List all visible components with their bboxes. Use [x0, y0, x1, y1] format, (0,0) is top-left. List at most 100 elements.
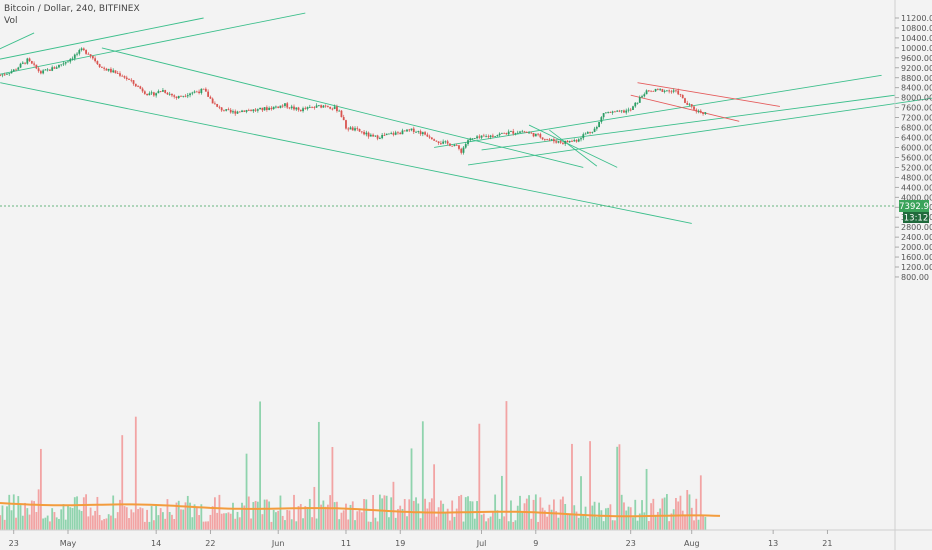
- trendline-green[interactable]: [0, 32, 35, 80]
- candle-body: [171, 93, 173, 96]
- candle-body: [17, 67, 20, 70]
- candle-body: [214, 103, 216, 105]
- candle-body: [107, 68, 110, 71]
- volume-bar: [401, 508, 404, 530]
- volume-bar: [702, 515, 704, 530]
- candle-body: [80, 48, 83, 51]
- candle-body: [473, 138, 476, 140]
- volume-bar: [451, 500, 454, 530]
- volume-bar: [369, 521, 372, 530]
- volume-bar: [491, 511, 494, 530]
- volume-bar: [12, 494, 15, 530]
- volume-bar: [67, 505, 69, 530]
- candle-body: [672, 90, 675, 92]
- candle-body: [397, 132, 399, 134]
- candle-body: [627, 109, 630, 111]
- volume-bar: [284, 520, 286, 530]
- volume-bar: [21, 515, 24, 530]
- volume-bar: [672, 509, 675, 530]
- volume-bar: [10, 510, 13, 530]
- volume-bar: [8, 494, 11, 530]
- volume-bar: [496, 510, 499, 530]
- candle-body: [385, 133, 388, 136]
- volume-bar: [641, 500, 643, 530]
- trendline-green[interactable]: [481, 94, 896, 151]
- candle-body: [580, 138, 582, 140]
- volume-bar: [675, 498, 677, 530]
- volume-bar: [625, 510, 628, 530]
- volume-bar: [392, 481, 395, 530]
- volume-bar: [636, 520, 639, 530]
- volume-bar: [82, 497, 85, 530]
- y-tick-label: 4000.00: [901, 193, 932, 202]
- volume-bar: [584, 506, 587, 530]
- volume-bar: [265, 499, 268, 530]
- x-axis[interactable]: 23 May 14 22 Jun 11 19 Jul 9 23 Aug 13 21: [9, 530, 833, 548]
- trendline-green[interactable]: [101, 47, 584, 168]
- candle-body: [666, 90, 668, 92]
- candle-body: [408, 129, 411, 131]
- y-tick-label: 7600.00: [901, 104, 932, 113]
- volume-bar: [227, 512, 230, 530]
- candle-body: [252, 109, 255, 112]
- trendline-green[interactable]: [0, 12, 306, 88]
- candle-body: [166, 92, 169, 95]
- y-tick-label: 7200.00: [901, 114, 932, 123]
- y-tick-label: 8400.00: [901, 84, 932, 93]
- candle-body: [284, 103, 286, 106]
- candle-body: [600, 117, 603, 123]
- volume-bar: [252, 502, 255, 530]
- volume-bar: [103, 519, 106, 530]
- trendline-green[interactable]: [549, 129, 598, 167]
- candle-body: [209, 96, 212, 99]
- candle-body: [668, 90, 671, 92]
- volume-bar: [548, 504, 551, 530]
- candle-body: [141, 88, 144, 92]
- candle-body: [367, 132, 370, 137]
- volume-bar: [132, 512, 135, 530]
- candle-body: [487, 136, 490, 138]
- volume-bar: [306, 506, 309, 530]
- volume-bar: [141, 508, 144, 530]
- trendline-red[interactable]: [630, 94, 740, 122]
- candle-body: [399, 132, 402, 135]
- trendline-green[interactable]: [528, 124, 618, 168]
- candle-body: [638, 97, 641, 103]
- y-tick-label: 6800.00: [901, 124, 932, 133]
- candle-body: [324, 105, 327, 107]
- candle-body: [684, 98, 686, 103]
- candle-body: [67, 61, 69, 63]
- candle-body: [247, 110, 250, 111]
- trendline-red[interactable]: [637, 82, 780, 107]
- candle-body: [82, 48, 85, 51]
- volume-bar: [618, 444, 621, 530]
- candle-body: [697, 110, 700, 112]
- candle-body: [152, 92, 155, 96]
- volume-bar: [225, 513, 228, 530]
- volume-bars: [0, 401, 707, 530]
- trendline-green[interactable]: [0, 17, 204, 73]
- volume-bar: [421, 421, 424, 530]
- volume-bar: [193, 504, 196, 530]
- volume-bar: [704, 516, 707, 530]
- volume-bar: [512, 521, 515, 530]
- y-axis[interactable]: 11200.0010800.0010400.0010000.009600.009…: [895, 14, 932, 282]
- volume-bar: [419, 518, 422, 530]
- volume-bar: [299, 504, 302, 530]
- trendlines[interactable]: [0, 12, 932, 224]
- trendline-green[interactable]: [467, 97, 932, 166]
- volume-bar: [507, 521, 510, 530]
- candle-body: [62, 63, 65, 65]
- candle-body: [200, 88, 203, 94]
- trendline-green[interactable]: [0, 82, 692, 224]
- volume-bar: [417, 503, 420, 530]
- candle-body: [675, 90, 677, 92]
- candle-body: [354, 128, 356, 131]
- volume-bar: [403, 499, 406, 530]
- volume-bar: [26, 508, 29, 530]
- volume-bar: [218, 494, 221, 530]
- volume-bar: [220, 513, 223, 530]
- volume-bar: [171, 514, 173, 530]
- candle-body: [458, 145, 460, 149]
